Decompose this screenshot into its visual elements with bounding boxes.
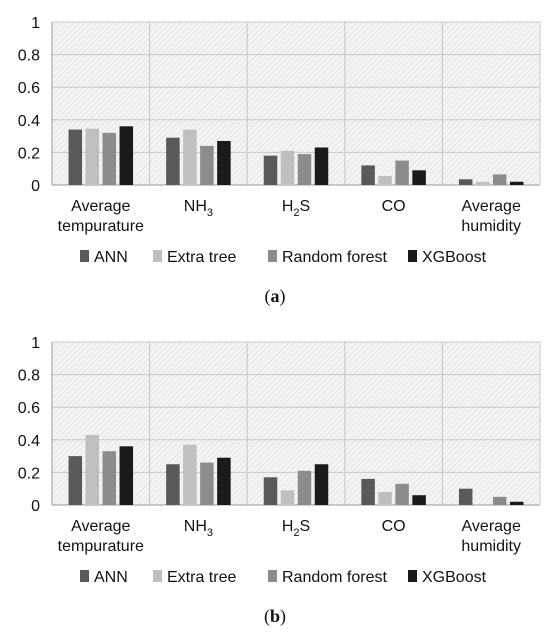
x-category-label: Average humidity — [461, 198, 521, 235]
y-tick-label: 0.6 — [18, 400, 40, 417]
bar-extra-tree — [475, 181, 490, 185]
y-tick-label: 0 — [31, 178, 40, 195]
bar-extra-tree — [280, 150, 295, 185]
y-tick-label: 1 — [31, 15, 40, 32]
x-category-label: NH3 — [184, 198, 213, 219]
bar-extra-tree — [85, 128, 100, 185]
y-tick-label: 1 — [31, 335, 40, 352]
x-category-label: H2S — [282, 518, 310, 539]
plot-area — [52, 22, 540, 185]
bar-ann — [361, 165, 375, 185]
y-tick-label: 0.4 — [18, 433, 40, 450]
y-tick-label: 0.8 — [18, 368, 40, 385]
bar-xgboost — [314, 147, 329, 185]
legend-swatch — [153, 250, 162, 262]
bar-random-forest — [200, 462, 214, 505]
bar-xgboost — [509, 181, 524, 185]
bar-extra-tree — [280, 490, 295, 505]
bar-xgboost — [314, 464, 329, 505]
bar-extra-tree — [378, 176, 392, 185]
bar-ann — [458, 179, 473, 185]
x-category-label: Average humidity — [461, 518, 521, 555]
bar-extra-tree — [85, 434, 100, 505]
y-tick-label: 0.2 — [18, 465, 40, 482]
plot-area — [52, 342, 540, 505]
legend-label: Extra tree — [167, 569, 236, 586]
legend-label: Random forest — [282, 249, 387, 266]
bar-random-forest — [297, 470, 312, 505]
chart-b-svg: 0 0.2 0.4 0.6 0.8 1 Average tempurature NH3 H2S CO… — [18, 335, 541, 586]
legend-label: Extra tree — [167, 249, 236, 266]
x-category-label: NH3 — [184, 518, 213, 539]
x-category-label: CO — [382, 198, 406, 215]
bar-random-forest — [492, 496, 507, 505]
bar-xgboost — [119, 446, 134, 505]
bar-xgboost — [412, 170, 426, 185]
chart-a-svg: 0 0.2 0.4 0.6 0.8 1 Average tempurature NH3 H2S CO… — [18, 15, 541, 266]
bar-random-forest — [395, 483, 409, 505]
bar-xgboost — [217, 457, 231, 505]
legend-swatch — [268, 250, 277, 262]
legend-swatch — [153, 570, 162, 582]
legend-label: ANN — [94, 249, 128, 266]
bar-ann — [361, 478, 375, 505]
chart-panel-a: 0 0.2 0.4 0.6 0.8 1 Average tempurature NH3 H2S CO… — [18, 15, 541, 306]
bar-xgboost — [412, 495, 426, 505]
bar-xgboost — [119, 126, 134, 185]
legend-swatch — [268, 570, 277, 582]
bar-ann — [68, 456, 83, 505]
bar-ann — [263, 477, 278, 505]
y-tick-label: 0.8 — [18, 48, 40, 65]
chart-panel-b: 0 0.2 0.4 0.6 0.8 1 Average tempurature NH3 H2S CO… — [0, 320, 550, 640]
caption-b: (b) — [263, 606, 286, 626]
caption-b-label: b — [269, 606, 280, 626]
bar-ann — [263, 155, 278, 185]
y-tick-label: 0.2 — [18, 145, 40, 162]
y-tick-label: 0 — [31, 498, 40, 515]
bar-xgboost — [509, 501, 524, 505]
legend-swatch — [408, 250, 417, 262]
bar-ann — [166, 464, 180, 505]
caption-a-label: a — [270, 286, 280, 306]
bar-random-forest — [492, 174, 507, 185]
legend-label: ANN — [94, 569, 128, 586]
y-tick-label: 0.4 — [18, 113, 40, 130]
bar-ann — [458, 488, 473, 505]
bar-xgboost — [217, 140, 231, 185]
legend-swatch — [80, 250, 89, 262]
bar-extra-tree — [183, 129, 197, 185]
legend-label: XGBoost — [422, 249, 487, 266]
caption-a: (a) — [264, 286, 286, 306]
bar-random-forest — [395, 160, 409, 185]
bar-ann — [166, 137, 180, 185]
x-category-label: CO — [382, 518, 406, 535]
bar-extra-tree — [183, 444, 197, 505]
legend-label: Random forest — [282, 569, 387, 586]
bar-random-forest — [102, 451, 117, 505]
legend-swatch — [80, 570, 89, 582]
bar-extra-tree — [378, 491, 392, 505]
x-category-label: Average tempurature — [58, 518, 144, 555]
legend-swatch — [408, 570, 417, 582]
bar-ann — [68, 129, 83, 185]
bar-random-forest — [297, 154, 312, 185]
bar-random-forest — [200, 145, 214, 185]
x-category-label: Average tempurature — [58, 198, 144, 235]
y-tick-label: 0.6 — [18, 80, 40, 97]
legend-label: XGBoost — [422, 569, 487, 586]
bar-random-forest — [102, 132, 117, 185]
x-category-label: H2S — [282, 198, 310, 219]
